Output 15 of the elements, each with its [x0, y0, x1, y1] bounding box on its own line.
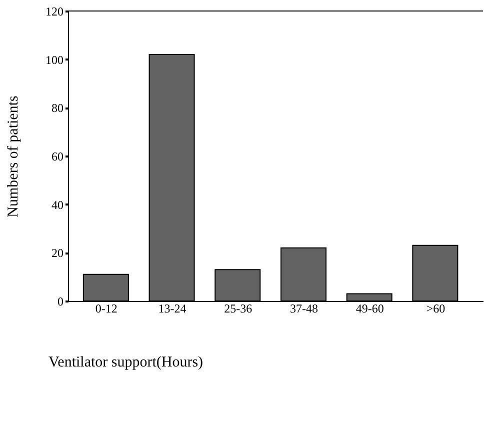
y-axis-title: Numbers of patients	[6, 96, 22, 218]
x-tick-label: 49-60	[356, 302, 384, 316]
x-tick-label: 37-48	[290, 302, 318, 316]
y-tick-label: 80	[52, 101, 64, 116]
y-tick-label: 60	[52, 150, 64, 164]
y-tick-label: 20	[52, 246, 64, 260]
y-tick-label: 0	[58, 294, 64, 308]
x-tick-label: 0-12	[95, 302, 118, 316]
y-tick-label: 40	[52, 198, 64, 212]
y-tick-label: 100	[46, 52, 64, 67]
y-tick-label: 120	[46, 4, 64, 18]
x-tick-label: 13-24	[158, 302, 186, 316]
x-axis-title: Ventilator support(Hours)	[48, 354, 204, 370]
x-tick-label: 25-36	[224, 302, 252, 316]
x-tick-label: >60	[426, 302, 446, 316]
